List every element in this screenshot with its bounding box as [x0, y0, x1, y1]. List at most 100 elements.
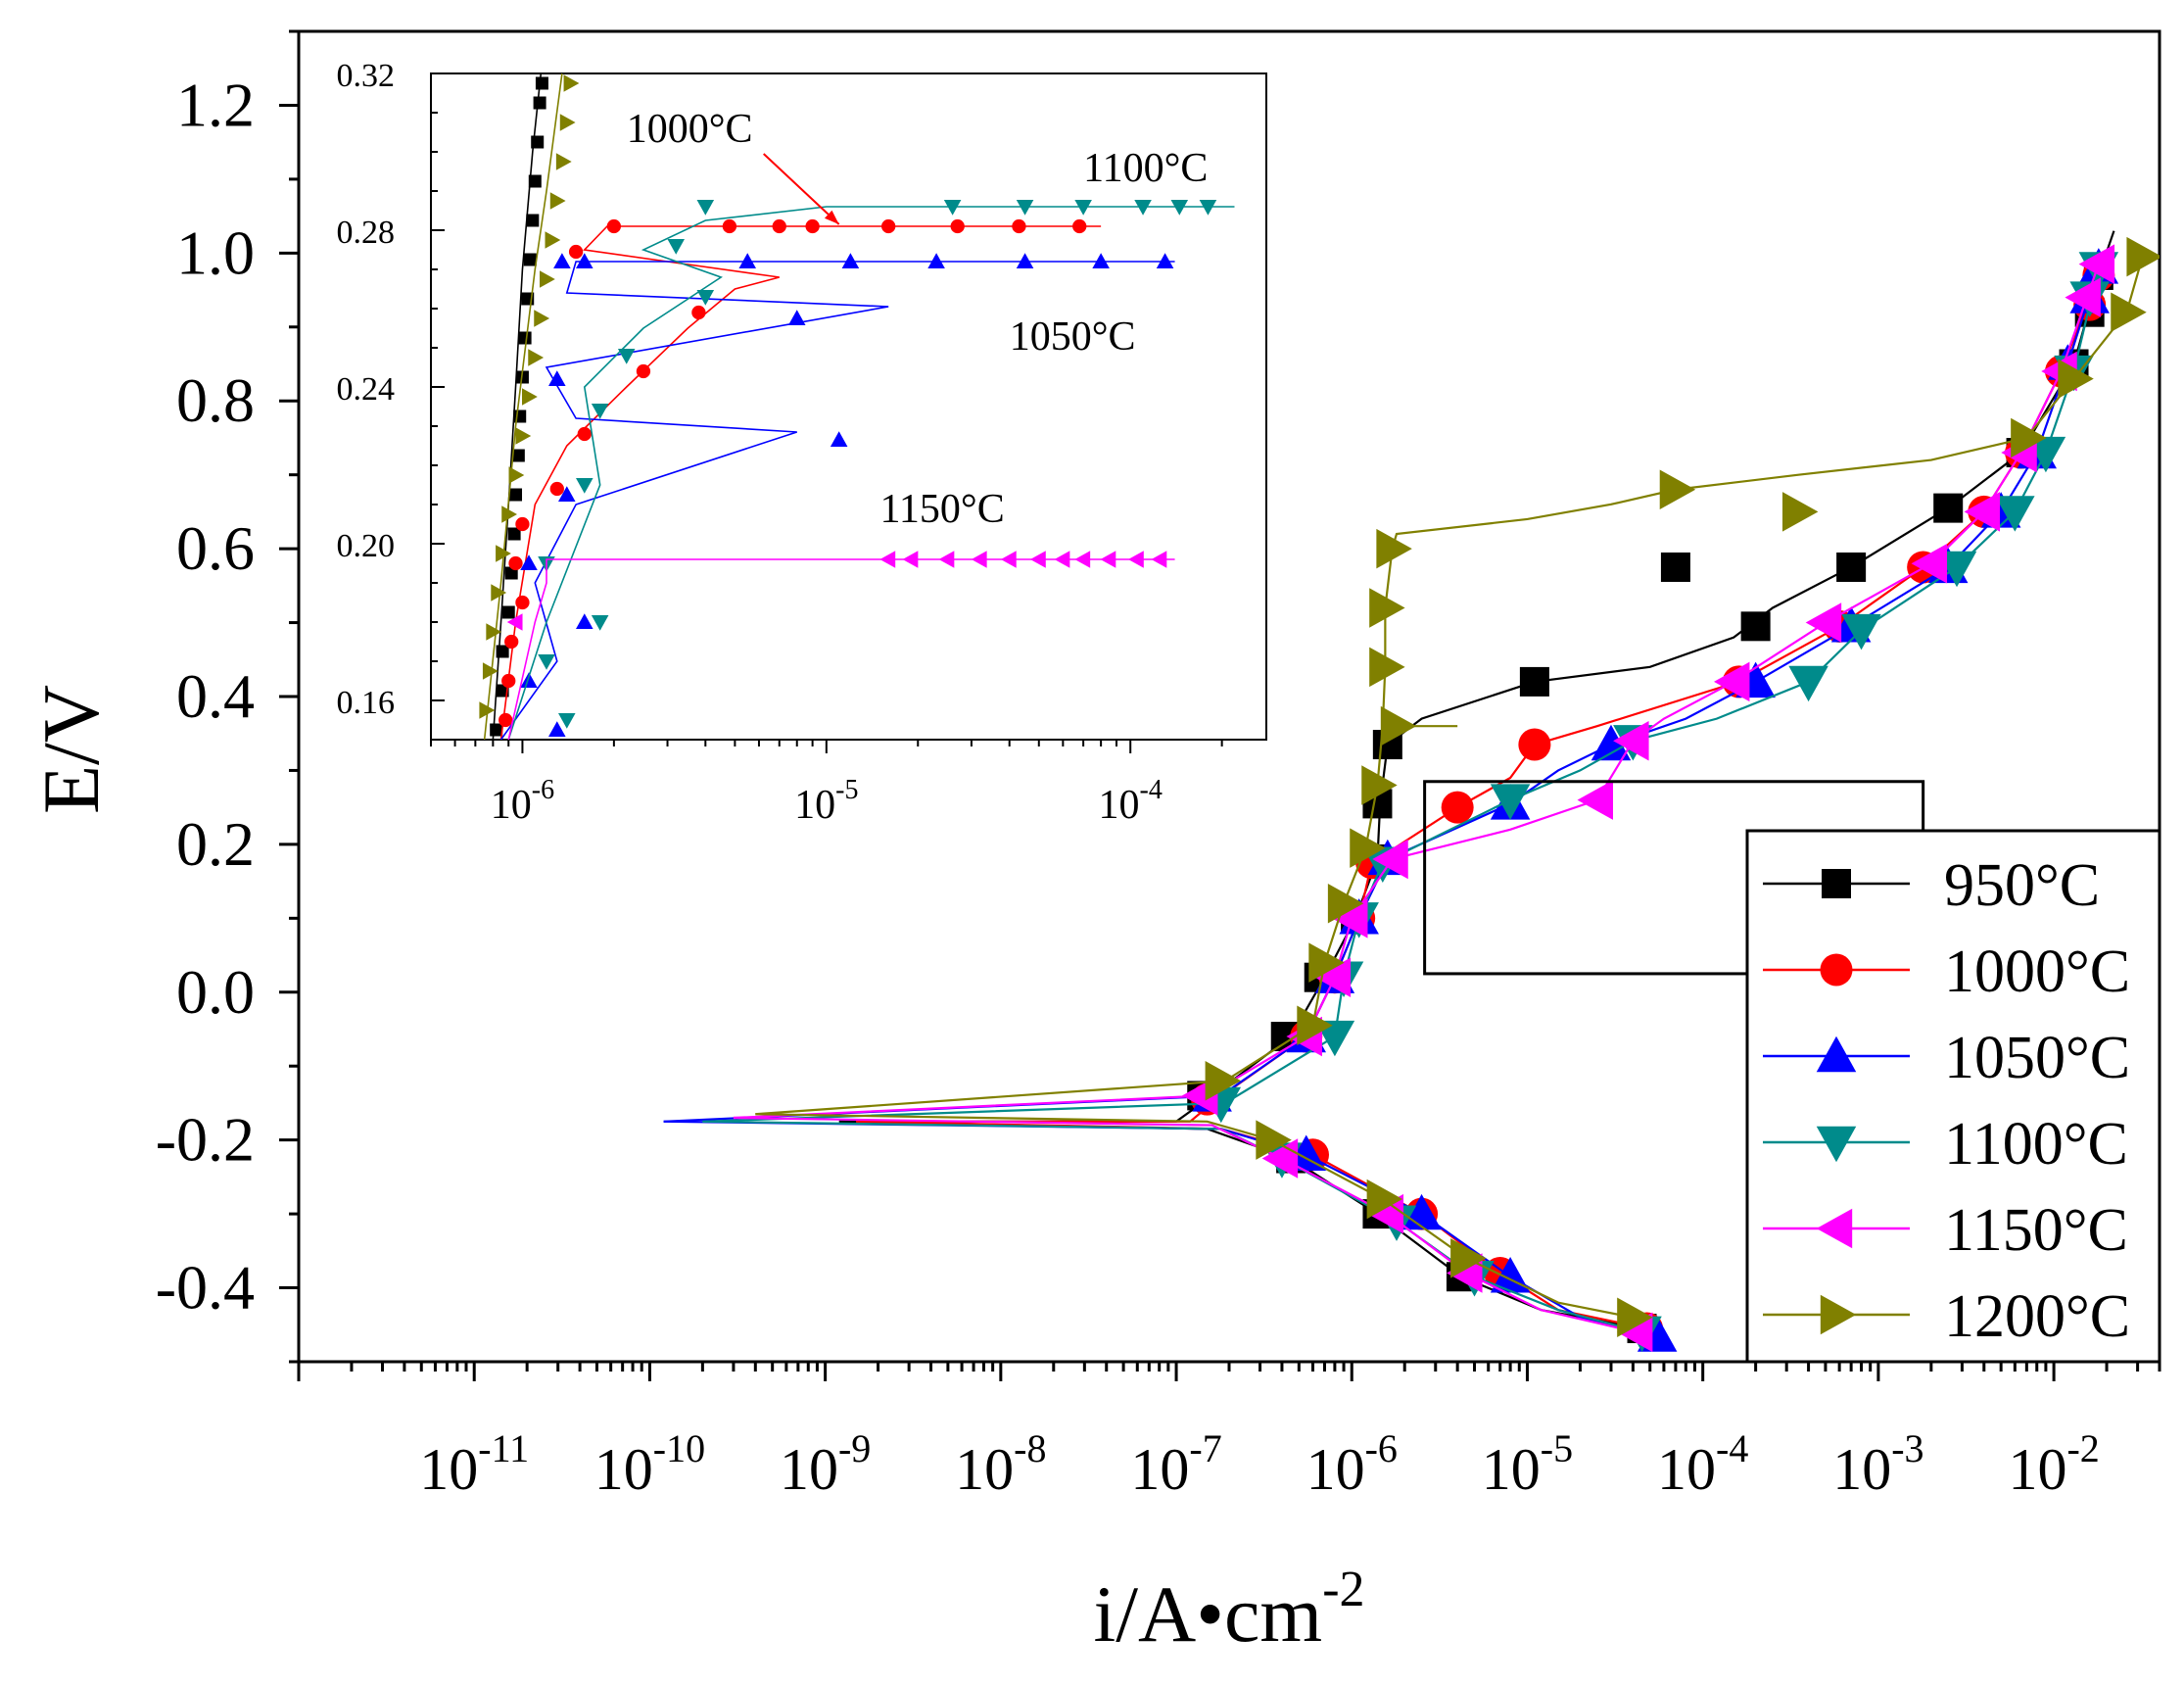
x-tick-label: 10-2: [2008, 1426, 2099, 1502]
inset-data-point: [515, 427, 532, 445]
inset-data-point: [528, 349, 545, 366]
x-tick-label: 10-10: [594, 1426, 705, 1502]
inset-data-point: [576, 477, 593, 494]
inset-data-point: [520, 672, 538, 689]
inset-data-point: [521, 388, 538, 406]
data-point: [1361, 765, 1398, 805]
data-point: [1314, 957, 1352, 997]
data-point: [1366, 1179, 1403, 1220]
inset-data-point: [496, 684, 509, 698]
data-point: [1450, 1238, 1487, 1278]
series-1150°C: [733, 244, 2115, 1353]
inset-data-point: [539, 270, 555, 288]
inset-data-point: [1170, 199, 1189, 216]
inset-data-point: [482, 662, 499, 680]
inset-data-point: [501, 506, 518, 523]
data-point: [1380, 705, 1417, 746]
inset-series-1150°C: [506, 551, 1175, 740]
inset-annotation: 1150°C: [879, 487, 1004, 532]
inset-series-line: [507, 206, 1235, 740]
inset-series-1200°C: [479, 73, 580, 740]
inset-data-point: [534, 310, 550, 327]
data-point: [1518, 728, 1551, 761]
x-tick-label: 10-4: [1657, 1426, 1748, 1502]
data-point: [1788, 665, 1828, 702]
inset-data-point: [563, 74, 580, 92]
inset-data-point: [506, 613, 523, 631]
inset-data-point: [902, 551, 919, 568]
inset-data-point: [490, 723, 503, 737]
inset-series-1050°C: [499, 253, 1175, 740]
data-point: [1964, 492, 2000, 532]
data-point: [1841, 613, 1881, 650]
inset-data-point: [549, 192, 566, 210]
y-tick-label: 0.4: [176, 661, 255, 731]
inset-data-point: [549, 481, 564, 497]
x-axis-title: i/A•cm-2: [1093, 1562, 1364, 1659]
x-tick-label: 10-6: [1306, 1426, 1398, 1502]
data-point: [1660, 552, 1690, 582]
inset-data-point: [1029, 551, 1046, 568]
inset-data-point: [938, 551, 955, 568]
inset-data-point: [1054, 551, 1070, 568]
data-point: [1327, 883, 1364, 924]
inset-data-point: [1072, 218, 1087, 234]
data-point: [1933, 493, 1964, 523]
y-tick-label: 1.0: [176, 217, 255, 287]
y-tick-label: -0.2: [156, 1105, 255, 1175]
inset-data-point: [568, 244, 584, 260]
data-point: [1297, 1005, 1333, 1045]
data-point: [2065, 277, 2101, 317]
legend-marker: [1820, 953, 1853, 987]
data-point: [1805, 602, 1842, 643]
inset-data-point: [691, 305, 706, 320]
inset-series-line: [507, 558, 1175, 740]
inset-data-point: [1016, 199, 1034, 216]
inset-data-point: [526, 214, 540, 227]
data-point: [1332, 898, 1368, 939]
inset-data-point: [507, 527, 521, 541]
data-point: [1369, 588, 1405, 628]
inset-data-point: [538, 653, 555, 670]
inset-data-point: [1151, 551, 1167, 568]
inset-data-point: [772, 218, 786, 234]
data-point: [1713, 661, 1750, 702]
inset-y-tick-label: 0.28: [337, 215, 396, 251]
legend-marker: [1816, 1035, 1857, 1073]
x-tick-label: 10-9: [780, 1426, 871, 1502]
inset-data-point: [479, 701, 496, 719]
inset-data-point: [696, 289, 715, 306]
data-point: [1441, 791, 1474, 824]
data-point: [1256, 1120, 1292, 1160]
series-1200°C: [755, 236, 2160, 1337]
inset-y-tick-label: 0.16: [337, 685, 396, 721]
inset-data-point: [591, 403, 609, 419]
data-point: [1367, 1193, 1404, 1234]
inset-data-point: [722, 218, 737, 234]
inset-data-point: [591, 614, 609, 631]
inset-data-point: [515, 595, 530, 610]
inset-tick-labels: 10-6 10-5 10-4 0.32 0.28 0.24 0.20 0.16: [337, 58, 1163, 828]
inset-data-point: [881, 218, 896, 234]
inset-data-point: [535, 76, 548, 90]
data-point: [1740, 611, 1771, 642]
main-axis-ticks: [279, 29, 2161, 1381]
x-tick-label: 10-8: [955, 1426, 1046, 1502]
inset-series-line: [499, 261, 1175, 740]
inset-annotation: 1050°C: [1010, 314, 1136, 360]
inset-data-point: [1092, 253, 1110, 269]
inset-data-point: [1134, 199, 1152, 216]
legend: 950°C 1000°C 1050°C 1100°C 1150°C 1200°C: [1745, 829, 2161, 1364]
inset-axis-ticks: [430, 72, 1223, 753]
inset-data-point: [738, 253, 757, 269]
inset-data-point: [617, 348, 636, 364]
inset-data-point: [805, 218, 820, 234]
data-point: [1369, 647, 1405, 688]
legend-item: 950°C: [1763, 852, 2100, 919]
inset-data-point: [558, 712, 576, 729]
inset-data-point: [1000, 551, 1017, 568]
inset-data-point: [548, 721, 566, 738]
inset-data-point: [636, 363, 651, 379]
legend-item: 1200°C: [1763, 1283, 2130, 1350]
